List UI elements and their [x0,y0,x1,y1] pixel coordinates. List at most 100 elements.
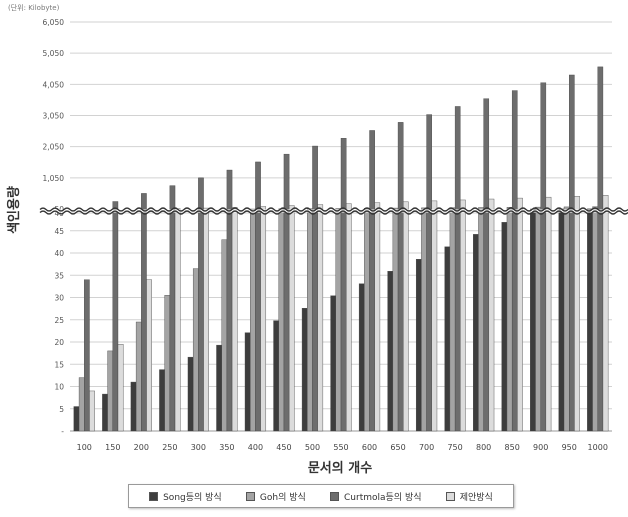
y-axis-label: 색인용량 [6,186,22,234]
bar-4 [203,207,209,432]
bar-4 [574,196,580,432]
bar-4 [89,390,95,432]
y-tick-label: 40 [54,249,64,258]
y-tick-label: 5 [59,405,64,414]
bar-3 [511,90,518,432]
bar-3 [112,201,119,432]
bar-4 [260,206,267,432]
x-tick-label: 800 [476,443,491,452]
legend-swatch [245,491,255,501]
bar-3 [255,161,261,432]
y-tick-label: 10 [54,383,64,392]
x-tick-label: 900 [533,443,548,452]
bar-3 [340,138,347,432]
bar-1 [244,332,251,432]
x-tick-label: 500 [305,443,320,452]
bar-3 [169,185,176,432]
bar-1 [187,356,194,432]
bar-4 [374,202,381,432]
bar-3 [141,193,147,432]
legend-swatch [149,491,159,501]
bar-4 [602,195,609,432]
y-tick-label: 45 [54,227,64,236]
x-tick-label: 550 [333,443,348,452]
bar-3 [597,66,604,432]
bar-3 [312,145,318,432]
legend: Song등의 방식 Goh의 방식 Curtmola등의 방식 제안방식 [128,484,514,508]
bar-1 [501,222,508,432]
legend-swatch [445,491,455,501]
bar-1 [387,271,394,432]
bars [73,66,609,432]
x-tick-label: 600 [362,443,377,452]
legend-label: Goh의 방식 [259,492,306,503]
y-tick-label: 25 [54,316,64,325]
legend-item: Curtmola등의 방식 [330,490,422,503]
bar-2 [421,207,427,432]
x-tick-label: 1000 [588,443,608,452]
bar-4 [403,201,409,432]
bar-1 [358,283,365,432]
bar-1 [444,246,451,432]
x-tick-label: 200 [134,443,149,452]
y-tick-label: 4,050 [43,80,65,89]
bar-2 [563,206,570,432]
bar-4 [117,344,124,432]
bar-3 [84,279,90,432]
bar-1 [102,393,108,432]
bar-4 [288,205,295,432]
bar-2 [364,208,370,432]
y-tick-label: 15 [54,360,64,369]
bar-2 [192,268,199,432]
bar-2 [164,295,171,432]
break-line-upper [39,207,628,212]
x-tick-label: 100 [77,443,92,452]
legend-label: Song등의 방식 [163,492,222,503]
break-line-lower [39,210,628,215]
unit-note: (단위: Kilobyte) [8,3,60,12]
legend-item: Song등의 방식 [149,490,222,503]
bar-1 [130,381,137,432]
x-tick-label: 650 [390,443,405,452]
x-tick-label: 150 [105,443,120,452]
bar-3 [397,122,404,432]
bar-2 [535,206,541,432]
bar-2 [250,208,256,432]
legend-label: Curtmola등의 방식 [344,492,422,503]
bar-4 [146,279,152,432]
x-tick-label: 700 [419,443,434,452]
legend-item: 제안방식 [445,490,493,503]
x-tick-label: 750 [447,443,462,452]
x-tick-label: 250 [162,443,177,452]
x-tick-label: 400 [248,443,263,452]
bar-2 [592,206,598,432]
bar-3 [226,169,233,432]
bar-4 [231,207,238,432]
bar-1 [159,369,165,432]
bar-4 [545,196,552,432]
bar-3 [454,106,461,432]
y-tick-label: - [61,427,64,436]
x-tick-label: 300 [191,443,206,452]
bar-2 [107,350,113,432]
y-tick-label: 1,050 [43,174,65,183]
y-tick-label: 20 [54,338,64,347]
x-tick-label: 850 [505,443,520,452]
bar-4 [317,204,324,432]
bar-1 [415,259,422,432]
bar-4 [488,198,495,432]
bar-1 [473,234,479,432]
bar-4 [517,197,523,432]
bar-3 [198,177,204,432]
x-tick-label: 450 [276,443,291,452]
legend-item: Goh의 방식 [245,490,306,503]
y-tick-label: 30 [54,294,64,303]
bar-1 [530,208,536,432]
bar-2 [335,208,342,432]
bar-1 [301,308,308,432]
bar-3 [569,74,575,432]
bar-1 [587,208,593,432]
legend-label: 제안방식 [459,492,493,503]
bar-1 [73,406,80,432]
